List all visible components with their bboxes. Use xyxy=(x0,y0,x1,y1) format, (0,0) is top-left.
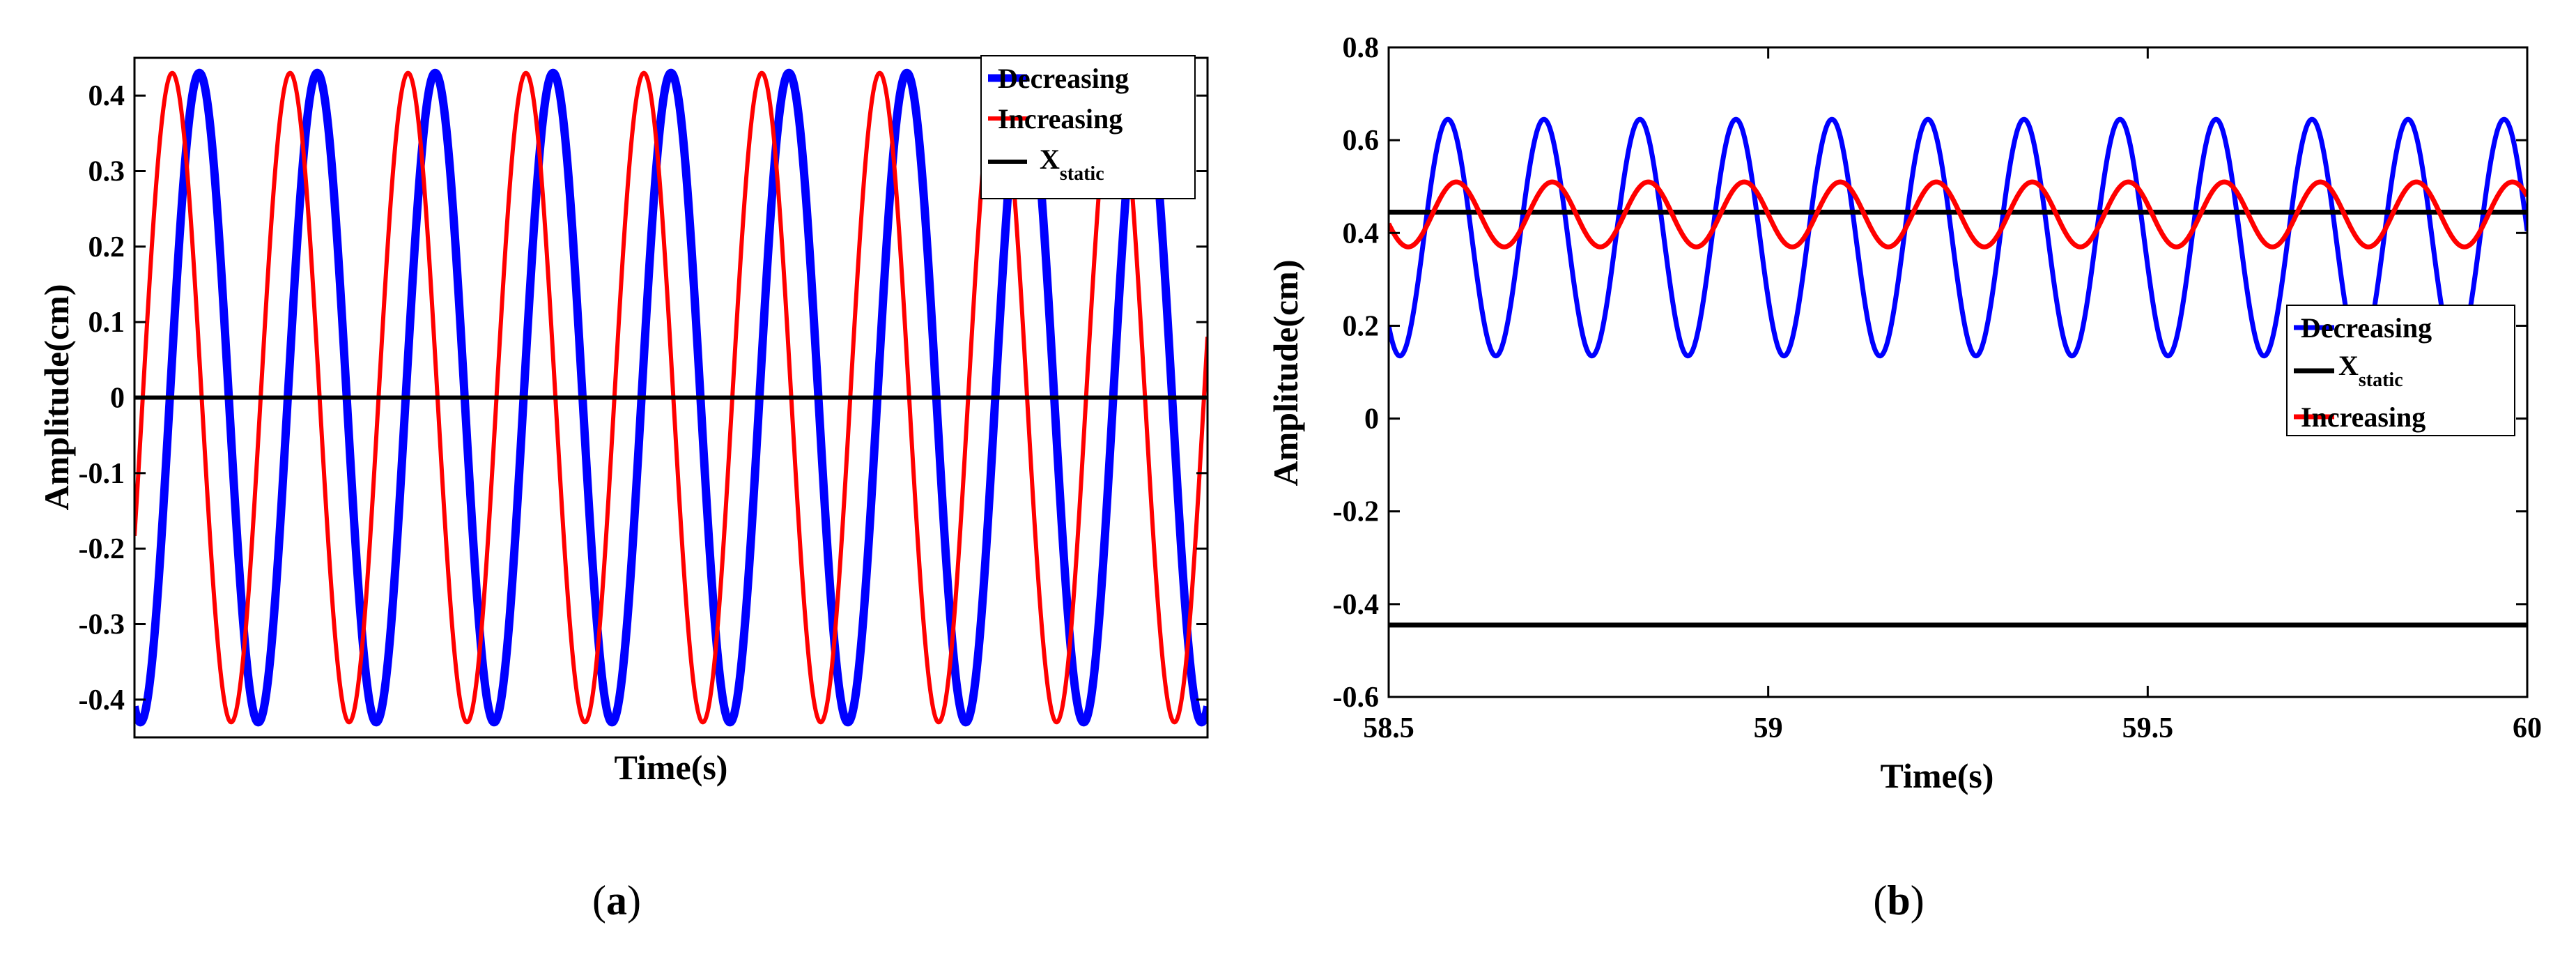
chart-a-legend-label-decreasing: Decreasing xyxy=(998,63,1129,94)
panel-label-a: (a) xyxy=(592,877,641,923)
chart-a-legend-x: X xyxy=(1040,144,1060,175)
chart-b-y-tick-label: 0 xyxy=(1364,404,1379,436)
chart-a-y-tick-label: -0.1 xyxy=(79,458,125,490)
chart-a-y-tick-label: 0.3 xyxy=(88,156,125,188)
chart-a-y-tick-label: -0.2 xyxy=(79,533,125,565)
chart-a-legend: Decreasing Increasing Xstatic xyxy=(980,55,1196,199)
chart-b-y-tick-label: -0.6 xyxy=(1333,682,1380,714)
chart-b-y-tick-label: -0.2 xyxy=(1333,496,1380,528)
chart-b-x-tick-label: 60 xyxy=(2513,712,2542,744)
chart-a-y-axis-title: Amplitude(cm) xyxy=(37,284,76,511)
chart-b-legend: Decreasing Xstatic Increasing xyxy=(2286,305,2515,436)
chart-a-x-axis-title: Time(s) xyxy=(615,748,728,787)
panel-b-letter: b xyxy=(1887,877,1910,923)
chart-a-y-tick-label: 0.2 xyxy=(88,231,125,263)
chart-b-legend-static-subscript: static xyxy=(2359,369,2403,391)
chart-b-y-tick-label: 0.2 xyxy=(1343,310,1380,342)
chart-b-x-tick-label: 59.5 xyxy=(2122,712,2174,744)
chart-panel-b: -0.6 -0.4 -0.2 0 0.2 0.4 0.6 0.8 58.5 59 59.5 60 T… xyxy=(1266,32,2542,923)
chart-b-legend-x: X xyxy=(2338,350,2359,381)
chart-b-y-tick-label: 0.8 xyxy=(1343,32,1380,64)
chart-a-y-tick-label: 0 xyxy=(110,383,125,415)
chart-b-series-decreasing xyxy=(1389,116,2527,359)
chart-b-y-tick-label: 0.6 xyxy=(1343,125,1380,157)
chart-b-x-axis-title: Time(s) xyxy=(1881,756,1994,795)
chart-a-y-ticks: -0.4 -0.3 -0.2 -0.1 0 0.1 0.2 0.3 0.4 xyxy=(79,80,1208,716)
chart-a-y-tick-label: -0.4 xyxy=(79,684,125,716)
chart-a-y-tick-label: 0.1 xyxy=(88,307,125,339)
chart-b-frame xyxy=(1387,46,2529,698)
chart-b-legend-label-xstatic: Xstatic xyxy=(2338,350,2403,391)
chart-b-plot-area xyxy=(1389,116,2527,628)
chart-b-x-tick-label: 59 xyxy=(1754,712,1783,744)
panel-label-b: (b) xyxy=(1873,877,1924,923)
chart-a-y-tick-label: 0.4 xyxy=(88,80,125,112)
chart-panel-a: -0.4 -0.3 -0.2 -0.1 0 0.1 0.2 0.3 0.4 Time(s) Am… xyxy=(37,55,1209,923)
chart-a-legend-label-increasing: Increasing xyxy=(998,103,1123,135)
chart-b-legend-label-decreasing: Decreasing xyxy=(2301,312,2432,344)
chart-a-y-tick-label: -0.3 xyxy=(79,609,125,641)
chart-b-x-ticks: 58.5 59 59.5 60 xyxy=(1363,47,2542,744)
chart-b-y-ticks: -0.6 -0.4 -0.2 0 0.2 0.4 0.6 0.8 xyxy=(1333,32,2527,714)
chart-b-y-tick-label: -0.4 xyxy=(1333,589,1380,621)
chart-b-legend-label-increasing: Increasing xyxy=(2301,401,2425,433)
chart-a-legend-label-xstatic: Xstatic xyxy=(1040,144,1104,185)
chart-b-x-tick-label: 58.5 xyxy=(1363,712,1414,744)
chart-b-y-tick-label: 0.4 xyxy=(1343,217,1380,250)
chart-a-series-increasing xyxy=(134,70,1208,725)
chart-a-legend-static-subscript: static xyxy=(1060,163,1104,185)
chart-b-y-axis-title: Amplitude(cm) xyxy=(1266,260,1305,486)
chart-b-series-increasing xyxy=(1389,179,2527,250)
panel-a-letter: a xyxy=(606,877,627,923)
